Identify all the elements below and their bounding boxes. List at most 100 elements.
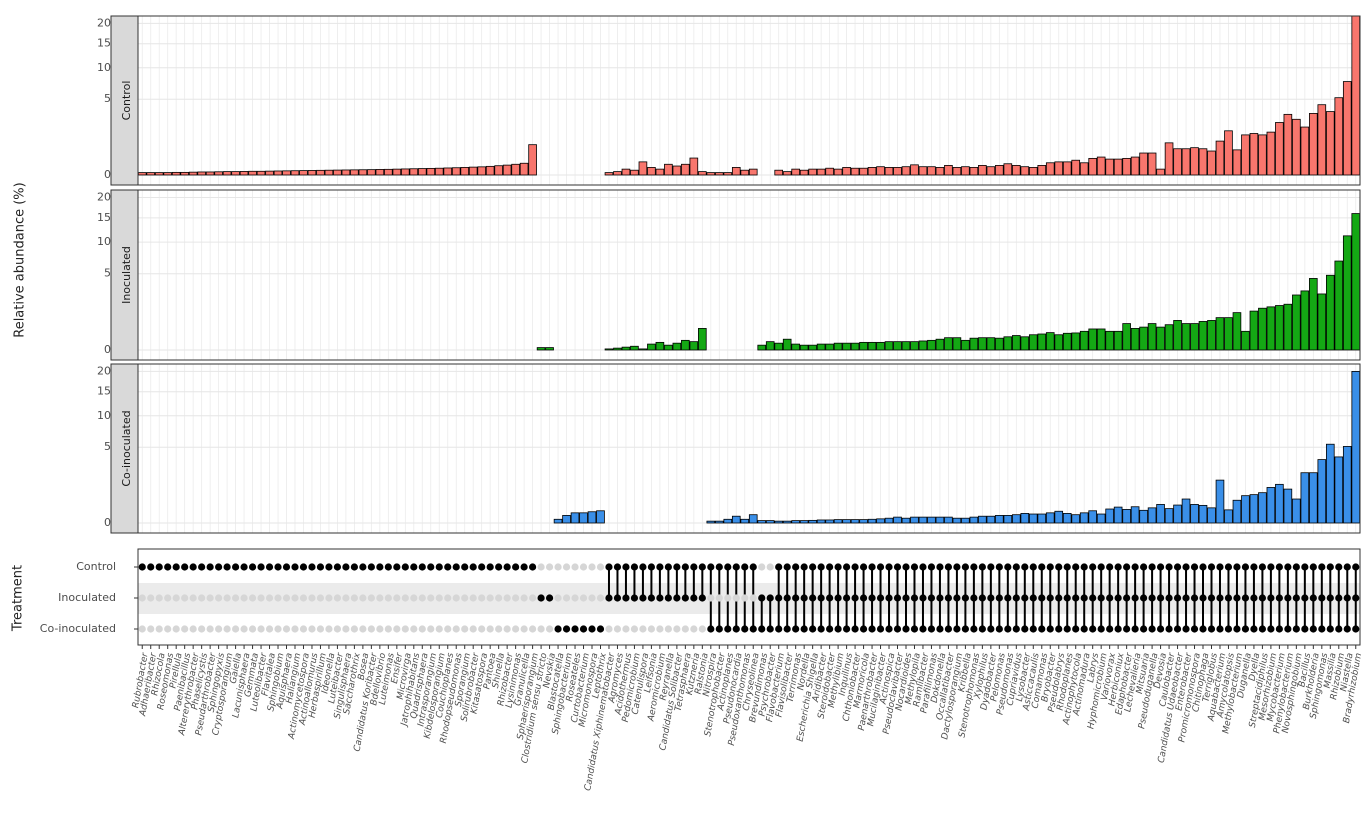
dot-empty — [512, 594, 520, 602]
bar — [570, 512, 580, 524]
bar — [655, 341, 665, 351]
bar — [222, 171, 232, 176]
dot — [537, 594, 545, 602]
dot-empty — [189, 625, 197, 633]
dot — [1352, 594, 1360, 602]
dot — [1148, 563, 1156, 571]
bar — [138, 172, 147, 176]
dot-empty — [215, 625, 223, 633]
bar — [1071, 159, 1081, 176]
dot — [970, 563, 978, 571]
dot-empty — [308, 594, 316, 602]
dot — [1318, 563, 1326, 571]
dot — [1063, 594, 1071, 602]
bar — [528, 144, 537, 176]
bar — [1139, 509, 1148, 524]
dot-empty — [545, 563, 554, 571]
bar — [451, 167, 461, 176]
dot — [630, 563, 639, 571]
dot — [792, 594, 800, 602]
bar — [1096, 513, 1106, 524]
bar — [180, 171, 189, 176]
dot — [1173, 563, 1182, 571]
bar — [1309, 113, 1318, 176]
dot — [1318, 594, 1326, 602]
dot — [1046, 563, 1054, 571]
dot-empty — [427, 625, 435, 633]
dot — [987, 563, 995, 571]
bar — [706, 520, 716, 524]
dot — [809, 625, 817, 633]
dot — [766, 594, 774, 602]
bar — [986, 166, 996, 176]
bar — [791, 520, 800, 524]
dot — [1233, 625, 1241, 633]
dot — [1309, 563, 1317, 571]
dot-empty — [393, 594, 401, 602]
dot — [1046, 625, 1054, 633]
dot — [834, 563, 842, 571]
bar — [808, 344, 817, 351]
bar — [1215, 317, 1225, 351]
dot — [1140, 563, 1148, 571]
bar — [1334, 456, 1344, 524]
bar — [893, 167, 902, 176]
bar — [884, 341, 894, 351]
bar — [740, 518, 750, 524]
dot-empty — [545, 625, 554, 633]
x-tick-label: Dyella — [1248, 652, 1263, 682]
dot — [401, 563, 409, 571]
dot-empty — [681, 625, 689, 633]
bar — [1334, 260, 1344, 351]
dot — [172, 563, 180, 571]
bar — [1003, 336, 1013, 351]
bar — [401, 168, 410, 176]
dot — [181, 563, 189, 571]
dot — [936, 625, 944, 633]
dot — [826, 563, 834, 571]
bar — [324, 169, 334, 176]
bar — [799, 344, 809, 351]
bar — [256, 170, 266, 176]
dot — [1089, 594, 1097, 602]
dot — [1140, 625, 1148, 633]
dot — [350, 563, 358, 571]
dot — [927, 563, 936, 571]
dot — [562, 625, 571, 633]
dot — [1335, 594, 1343, 602]
dot-empty — [291, 594, 299, 602]
dot-empty — [698, 625, 706, 633]
dot — [367, 563, 375, 571]
bar — [1292, 294, 1301, 351]
bar — [587, 511, 597, 524]
bar — [146, 172, 156, 176]
dot — [673, 563, 681, 571]
bar — [672, 165, 682, 176]
dot — [1097, 563, 1105, 571]
dot — [1292, 625, 1300, 633]
dot-empty — [707, 594, 715, 602]
y-tick-label: 5 — [104, 267, 111, 280]
bar — [1275, 305, 1284, 351]
bar — [850, 167, 860, 176]
dot — [826, 594, 834, 602]
bars — [536, 213, 1360, 351]
bar — [1207, 507, 1216, 524]
dot — [741, 625, 749, 633]
bar — [154, 172, 164, 176]
dot-empty — [172, 594, 180, 602]
bar — [901, 517, 911, 524]
bar — [1351, 370, 1360, 524]
dot-empty — [732, 594, 740, 602]
dot — [1258, 563, 1267, 571]
dot-empty — [172, 625, 180, 633]
dot — [978, 594, 986, 602]
bar — [1156, 504, 1165, 524]
bar — [638, 161, 648, 176]
bar — [757, 520, 767, 524]
dot-empty — [554, 594, 562, 602]
dot — [1156, 594, 1165, 602]
dot-empty — [181, 594, 189, 602]
bar — [1105, 158, 1114, 176]
bar — [689, 341, 699, 351]
